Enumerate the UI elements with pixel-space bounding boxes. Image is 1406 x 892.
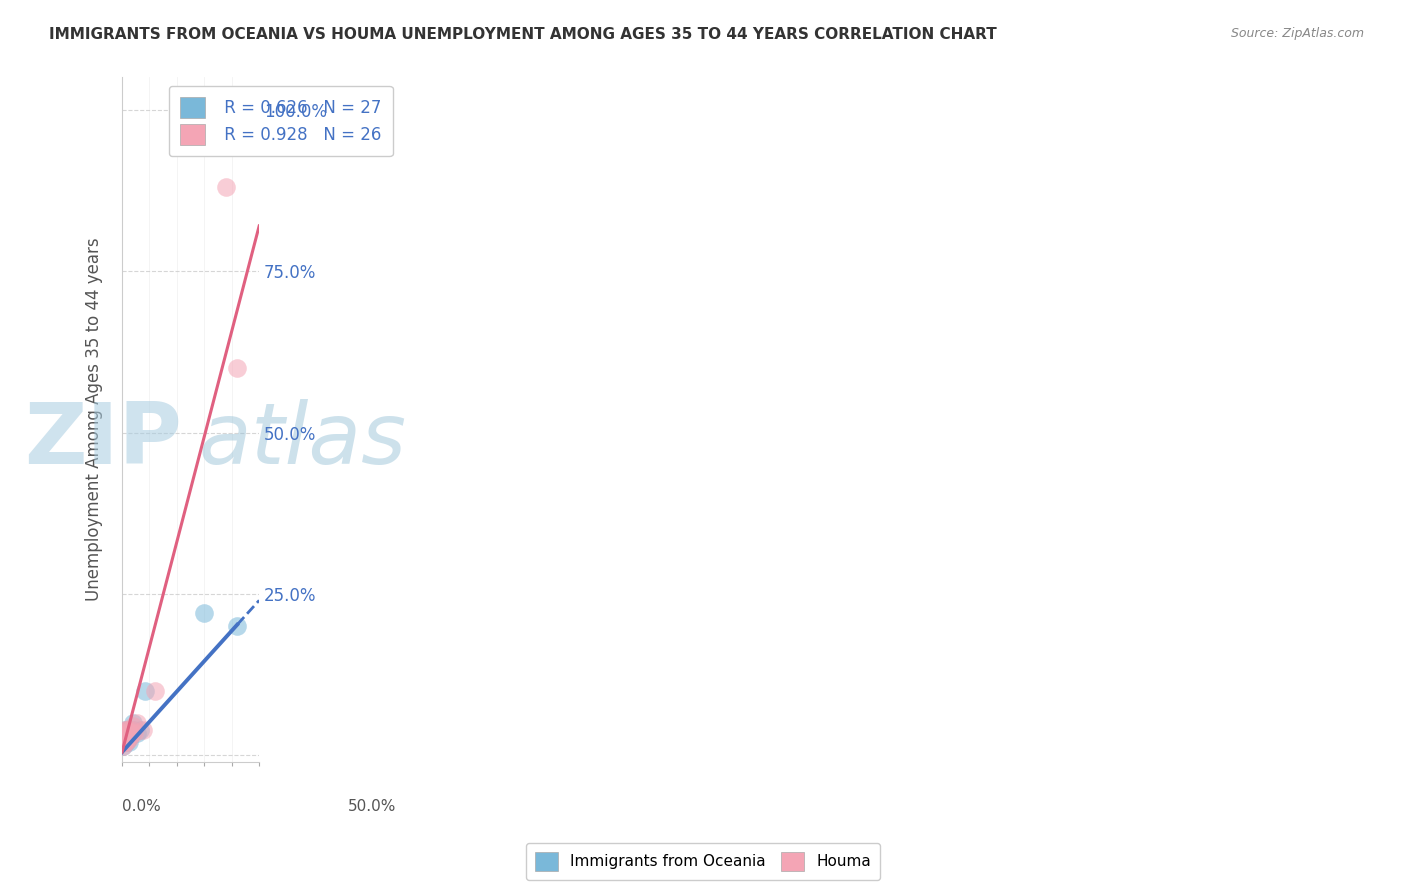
- Legend:  R = 0.626   N = 27,  R = 0.928   N = 26: R = 0.626 N = 27, R = 0.928 N = 26: [169, 86, 392, 156]
- Point: [226, 619, 249, 633]
- Point: [112, 732, 135, 747]
- Point: [114, 729, 136, 743]
- Point: [114, 723, 136, 737]
- Point: [131, 723, 153, 737]
- Point: [117, 723, 139, 737]
- Point: [122, 719, 145, 733]
- Point: [121, 723, 143, 737]
- Point: [114, 732, 136, 747]
- Point: [114, 729, 136, 743]
- Point: [115, 735, 138, 749]
- Y-axis label: Unemployment Among Ages 35 to 44 years: Unemployment Among Ages 35 to 44 years: [86, 238, 103, 601]
- Point: [115, 735, 138, 749]
- Point: [143, 683, 166, 698]
- Point: [118, 735, 141, 749]
- Text: 0.0%: 0.0%: [122, 799, 160, 814]
- Point: [124, 723, 146, 737]
- Text: Source: ZipAtlas.com: Source: ZipAtlas.com: [1230, 27, 1364, 40]
- Point: [121, 723, 143, 737]
- Point: [115, 732, 138, 747]
- Point: [120, 729, 142, 743]
- Point: [117, 729, 139, 743]
- Point: [112, 729, 135, 743]
- Text: ZIP: ZIP: [24, 399, 181, 482]
- Point: [120, 729, 142, 743]
- Point: [112, 735, 135, 749]
- Point: [115, 725, 138, 739]
- Point: [215, 180, 238, 194]
- Text: atlas: atlas: [198, 399, 406, 482]
- Text: 50.0%: 50.0%: [347, 799, 396, 814]
- Point: [111, 729, 134, 743]
- Point: [128, 723, 150, 737]
- Point: [124, 725, 146, 739]
- Point: [127, 725, 149, 739]
- Point: [114, 735, 136, 749]
- Point: [112, 735, 135, 749]
- Point: [115, 725, 138, 739]
- Point: [114, 723, 136, 737]
- Point: [111, 735, 134, 749]
- Legend: Immigrants from Oceania, Houma: Immigrants from Oceania, Houma: [526, 843, 880, 880]
- Point: [121, 725, 143, 739]
- Point: [122, 716, 145, 731]
- Point: [118, 725, 141, 739]
- Point: [134, 683, 156, 698]
- Point: [115, 732, 138, 747]
- Point: [117, 723, 139, 737]
- Point: [117, 732, 139, 747]
- Point: [112, 739, 135, 753]
- Point: [111, 732, 134, 747]
- Point: [112, 732, 135, 747]
- Point: [111, 739, 134, 753]
- Point: [112, 725, 135, 739]
- Point: [118, 725, 141, 739]
- Point: [226, 361, 249, 376]
- Point: [115, 729, 138, 743]
- Point: [115, 723, 138, 737]
- Point: [193, 607, 215, 621]
- Point: [127, 716, 149, 731]
- Text: IMMIGRANTS FROM OCEANIA VS HOUMA UNEMPLOYMENT AMONG AGES 35 TO 44 YEARS CORRELAT: IMMIGRANTS FROM OCEANIA VS HOUMA UNEMPLO…: [49, 27, 997, 42]
- Point: [114, 729, 136, 743]
- Point: [118, 732, 141, 747]
